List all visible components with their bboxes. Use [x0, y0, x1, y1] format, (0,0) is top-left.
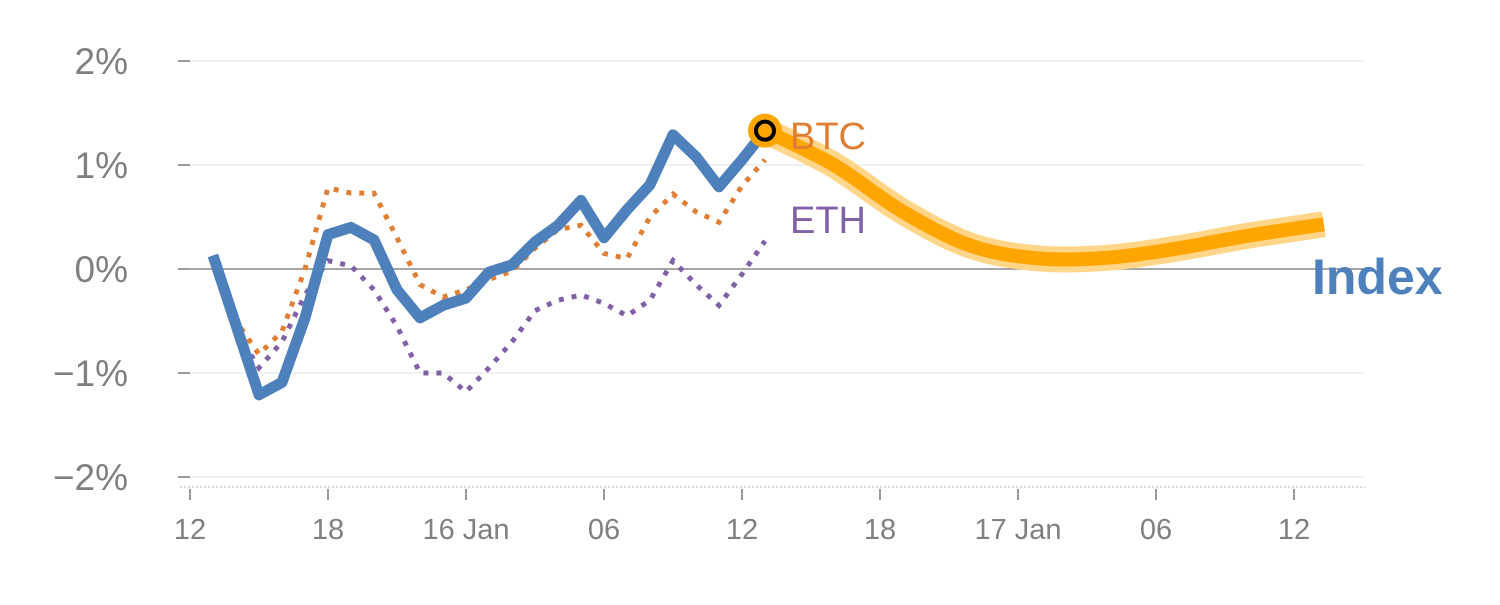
x-tick-label: 06 [588, 514, 620, 546]
btc-line [210, 158, 767, 359]
marker-dot [754, 119, 776, 142]
y-tick-label: 2% [75, 41, 128, 82]
x-tick-label: 12 [1278, 514, 1310, 546]
series-lines [207, 113, 1326, 401]
x-tick-label: 16 Jan [422, 514, 509, 546]
eth-line [210, 239, 768, 396]
btc-label: BTC [790, 116, 866, 158]
x-tick-label: 17 Jan [974, 514, 1061, 546]
y-tick-label: 0% [75, 249, 128, 290]
x-tick-label: 18 [864, 514, 896, 546]
y-tick-label: −1% [53, 353, 128, 394]
index-label: Index [1312, 249, 1443, 305]
y-axis: 2% 1% 0% −1% −2% [53, 41, 128, 498]
x-tick-label: 06 [1140, 514, 1172, 546]
x-tick-label: 12 [726, 514, 758, 546]
x-tick-label: 18 [312, 514, 344, 546]
y-tick-label: 1% [75, 145, 128, 186]
y-tick-label: −2% [53, 457, 128, 498]
index-line [207, 127, 770, 401]
x-tick-label: 12 [174, 514, 206, 546]
x-axis: 12 18 16 Jan 06 12 18 17 Jan 06 12 [174, 486, 1365, 546]
forecast-line [761, 124, 1325, 267]
eth-label: ETH [790, 200, 866, 242]
series-labels: BTC ETH Index [790, 116, 1443, 305]
